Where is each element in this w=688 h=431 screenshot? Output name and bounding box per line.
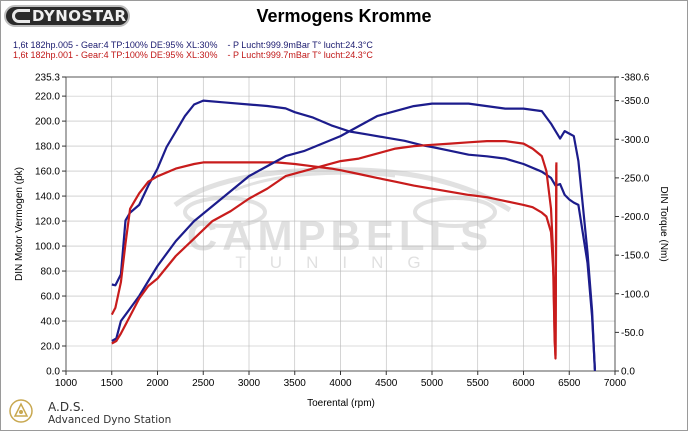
y-tick-label: 100.0	[35, 242, 60, 253]
svg-text:CAMPBELLS: CAMPBELLS	[187, 212, 493, 259]
x-tick-label: 5000	[421, 378, 444, 389]
svg-text:TUNING: TUNING	[235, 253, 444, 272]
x-tick-label: 3500	[284, 378, 307, 389]
x-tick-label: 6500	[558, 378, 581, 389]
footer-ads: A.D.S.	[48, 400, 85, 414]
y2-tick-label: -150.0	[621, 251, 650, 262]
y2-tick-label: -200.0	[621, 212, 650, 223]
y2-tick-label: 0.0	[621, 367, 635, 378]
y2-tick-label: -380.6	[621, 73, 650, 84]
y-tick-label: 80.0	[41, 267, 61, 278]
x-tick-label: 3000	[238, 378, 261, 389]
y-tick-label: 20.0	[41, 342, 61, 353]
y2-tick-label: -50.0	[621, 328, 644, 339]
blue-power-curve	[111, 102, 596, 372]
logo-swoosh-icon	[12, 9, 30, 23]
y2-tick-label: -250.0	[621, 173, 650, 184]
y-tick-label: 235.3	[35, 73, 60, 84]
x-tick-label: 2500	[192, 378, 215, 389]
dynostar-logo: DYNOSTAR	[4, 5, 130, 27]
chart-title: Vermogens Kromme	[256, 6, 432, 26]
x-tick-label: 2000	[146, 378, 169, 389]
y-tick-label: 40.0	[41, 317, 61, 328]
y2-tick-label: -350.0	[621, 96, 650, 107]
x-axis-ticks: 1000 1500 2000 2500 3000 3500 4000 4500 5000 5500…	[55, 371, 627, 389]
x-tick-label: 1500	[101, 378, 124, 389]
y-tick-label: 180.0	[35, 142, 60, 153]
x-tick-label: 7000	[604, 378, 627, 389]
y-axis-label: DIN Motor Vermogen (pk)	[14, 167, 25, 281]
run-info-red: 1,6t 182hp.001 - Gear:4 TP:100% DE:95% X…	[13, 50, 373, 60]
y-tick-label: 60.0	[41, 292, 61, 303]
x-axis-label: Toerental (rpm)	[307, 398, 375, 409]
y2-axis-label: DIN Torque (Nm)	[658, 186, 669, 261]
x-tick-label: 4000	[329, 378, 352, 389]
x-tick-label: 5500	[467, 378, 490, 389]
y-tick-label: 140.0	[35, 192, 60, 203]
y-tick-label: 0.0	[46, 367, 60, 378]
blue-torque-curve	[111, 99, 596, 370]
y2-axis-ticks: 0.0 -50.0 -100.0 -150.0 -200.0 -250.0 -300.0 -3…	[615, 73, 650, 378]
run-info-blue: 1,6t 182hp.005 - Gear:4 TP:100% DE:95% X…	[13, 40, 373, 50]
logo-text: DYNOSTAR	[32, 7, 127, 25]
y-tick-label: 220.0	[35, 92, 60, 103]
red-torque-curve	[110, 161, 558, 357]
series-lines	[110, 99, 596, 372]
ads-logo-icon	[9, 399, 33, 423]
y-axis-ticks: 0.0 20.0 40.0 60.0 80.0 100.0 120.0 140.0 160.0 1…	[35, 73, 66, 378]
grid-lines	[65, 76, 616, 372]
x-tick-label: 1000	[55, 378, 78, 389]
y2-tick-label: -100.0	[621, 289, 650, 300]
x-tick-label: 4500	[375, 378, 398, 389]
y-tick-label: 200.0	[35, 117, 60, 128]
y-tick-label: 120.0	[35, 217, 60, 228]
x-tick-label: 6000	[512, 378, 535, 389]
y2-tick-label: -300.0	[621, 135, 650, 146]
footer-station-name: Advanced Dyno Station	[48, 414, 172, 426]
campbells-tuning-watermark: CAMPBELLS TUNING	[173, 167, 512, 272]
y-tick-label: 160.0	[35, 167, 60, 178]
red-power-curve	[111, 140, 558, 360]
